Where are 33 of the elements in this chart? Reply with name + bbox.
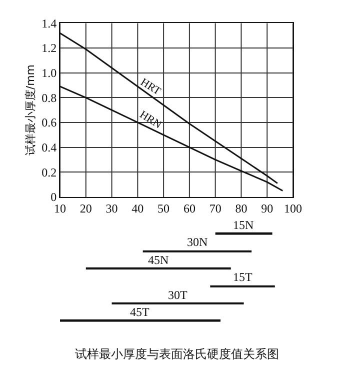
text: 试样最小厚度与表面洛氏硬度值关系图 xyxy=(75,347,279,361)
y-tick-label: 0.8 xyxy=(42,90,57,105)
x-tick-label: 80 xyxy=(235,201,248,216)
category-label: 15N xyxy=(233,218,254,232)
bar xyxy=(86,267,231,270)
category-label: 30N xyxy=(187,235,208,249)
x-tick-label: 90 xyxy=(261,201,274,216)
x-tick-label: 10 xyxy=(54,201,66,216)
y-axis-title: 试样最小厚度/mm xyxy=(24,64,38,156)
bar xyxy=(142,250,252,252)
category-label: 45N xyxy=(148,253,169,267)
y-tick-label: 0.4 xyxy=(42,140,57,154)
y-tick-label: 1.0 xyxy=(42,66,57,80)
y-tick-label: 0.6 xyxy=(42,116,57,130)
text: HRN xyxy=(137,108,164,132)
bar xyxy=(210,285,275,288)
category-label: 45T xyxy=(130,305,150,319)
y-tick-label: 0.2 xyxy=(42,165,57,180)
x-tick-label: 50 xyxy=(158,201,170,216)
bar xyxy=(215,232,272,235)
category-label: 30T xyxy=(168,288,188,302)
x-tick-label: 60 xyxy=(183,201,196,216)
bar xyxy=(112,302,244,304)
x-tick-label: 40 xyxy=(132,201,144,216)
y-tick-label: 1.2 xyxy=(42,41,57,56)
x-tick-label: 20 xyxy=(80,201,92,216)
text: HRT xyxy=(138,76,164,98)
category-label: 15T xyxy=(233,270,252,284)
y-tick-label: 0 xyxy=(50,190,57,204)
x-tick-label: 30 xyxy=(106,201,118,216)
x-tick-label: 100 xyxy=(284,201,302,216)
y-tick-label: 1.4 xyxy=(42,16,57,30)
x-tick-label: 70 xyxy=(209,201,222,216)
